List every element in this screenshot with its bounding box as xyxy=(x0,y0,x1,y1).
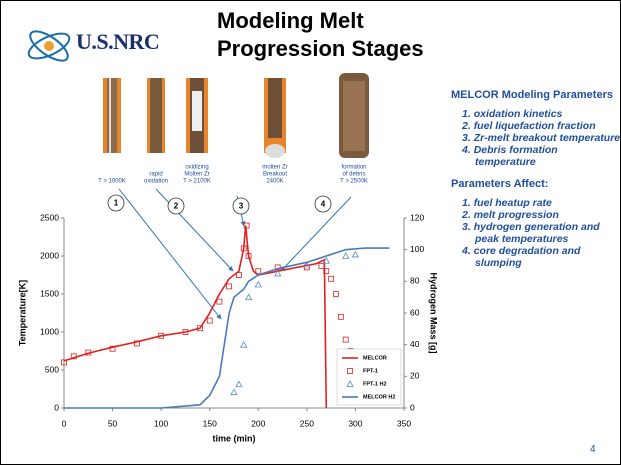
item-number: 2. xyxy=(462,120,471,132)
stage-number: 3 xyxy=(239,202,244,211)
stage-label: Molten Zr xyxy=(184,172,209,178)
data-point xyxy=(352,251,358,257)
y-tick-label: 500 xyxy=(45,364,59,374)
data-point xyxy=(343,337,348,342)
y2-tick-label: 20 xyxy=(410,371,420,381)
x-tick-label: 300 xyxy=(348,418,362,428)
stage-label: T > 1000K xyxy=(98,179,126,185)
slide-title: Modeling Melt Progression Stages xyxy=(217,7,447,63)
logo-emblem xyxy=(25,26,72,66)
stage-label: T > 2500K xyxy=(340,179,368,185)
list-item: 4. core degradation and slumping xyxy=(451,245,621,269)
data-point xyxy=(217,299,222,304)
item-number: 1. xyxy=(462,197,471,209)
y-tick-label: 1000 xyxy=(40,326,59,336)
item-text: fuel liquefaction fraction xyxy=(474,120,596,132)
y-tick-label: 1500 xyxy=(40,288,59,298)
x-tick-label: 200 xyxy=(251,418,265,428)
item-number: 1. xyxy=(462,108,471,120)
data-point xyxy=(207,318,212,323)
item-number: 4. xyxy=(462,144,471,156)
stage-label: of debris xyxy=(342,172,365,178)
stage-rods xyxy=(103,73,369,158)
stage-label: oxidation xyxy=(144,179,168,185)
legend: MELCOR FPT-1 FPT-1 H2 MELCOR H2 xyxy=(337,349,401,405)
legend-label: MELCOR H2 xyxy=(363,394,395,400)
parameters-panel: MELCOR Modeling Parameters 1. oxidation … xyxy=(451,89,621,269)
y2-tick-label: 0 xyxy=(410,402,415,412)
y2-tick-label: 100 xyxy=(410,244,424,254)
data-point xyxy=(338,314,343,319)
y-axis-title: Temperature[K] xyxy=(17,280,27,346)
stage-label: 2400K xyxy=(266,179,283,185)
legend-label: MELCOR xyxy=(363,355,387,361)
stage-label: Breakout xyxy=(263,172,287,178)
item-text: melt progression xyxy=(474,209,559,221)
series-line xyxy=(64,226,326,408)
list-item: 3. Zr-melt breakout temperature xyxy=(451,132,621,144)
y-tick-label: 2000 xyxy=(40,250,59,260)
x-tick-label: 250 xyxy=(300,418,314,428)
stage-number: 1 xyxy=(114,199,119,208)
x-axis-title: time (min) xyxy=(212,433,255,443)
y2-tick-label: 120 xyxy=(410,212,424,222)
y2-tick-label: 80 xyxy=(410,276,420,286)
legend-label: FPT-1 H2 xyxy=(363,381,387,387)
list-item: 4. Debris formation temperature xyxy=(451,144,621,168)
heading: Parameters Affect: xyxy=(451,178,621,191)
item-number: 4. xyxy=(462,245,471,257)
item-text: Debris formation temperature xyxy=(474,144,558,168)
list-item: 3. hydrogen generation and peak temperat… xyxy=(451,221,621,245)
data-point xyxy=(227,284,232,289)
data-point xyxy=(343,253,349,259)
data-point xyxy=(334,292,339,297)
item-number: 3. xyxy=(462,132,471,144)
legend-label: FPT-1 xyxy=(363,368,378,374)
stage-number: 2 xyxy=(174,202,179,211)
data-point xyxy=(236,381,242,387)
x-tick-label: 100 xyxy=(154,418,168,428)
page-number: 4 xyxy=(590,444,596,455)
stage-label: formation xyxy=(341,165,366,171)
y-tick-label: 2500 xyxy=(40,212,59,222)
data-point xyxy=(319,263,324,268)
x-tick-label: 0 xyxy=(62,418,67,428)
stage-label: oxidizing xyxy=(185,165,208,171)
data-point xyxy=(246,294,252,300)
list-item: 2. fuel liquefaction fraction xyxy=(451,120,621,132)
item-text: Zr-melt breakout temperature xyxy=(474,132,620,144)
stage-label: T > 2100K xyxy=(183,179,211,185)
item-text: oxidation kinetics xyxy=(474,108,563,120)
item-text: hydrogen generation and peak temperature… xyxy=(474,221,600,245)
item-number: 3. xyxy=(462,221,471,233)
item-number: 2. xyxy=(462,209,471,221)
data-point xyxy=(255,282,261,288)
x-tick-label: 50 xyxy=(108,418,118,428)
item-text: core degradation and slumping xyxy=(474,245,581,269)
stage-number: 4 xyxy=(321,200,326,209)
y2-tick-label: 40 xyxy=(410,339,420,349)
slide: T > 1000K rapidoxidation oxidizingMolten Z… xyxy=(0,0,621,465)
logo: U.S.NRC xyxy=(76,29,159,55)
data-point xyxy=(231,389,237,395)
stage-label: molten Zr xyxy=(262,165,287,171)
stage-label: rapid xyxy=(149,172,162,178)
list-item: 2. melt progression xyxy=(451,209,621,221)
y2-tick-label: 60 xyxy=(410,307,420,317)
list-item: 1. oxidation kinetics xyxy=(451,108,621,120)
data-point xyxy=(329,276,334,281)
y-tick-label: 0 xyxy=(54,402,59,412)
data-point xyxy=(241,342,247,348)
series-points xyxy=(62,223,354,365)
x-tick-label: 150 xyxy=(203,418,217,428)
heading: MELCOR Modeling Parameters xyxy=(451,89,621,102)
y2-axis-title: Hydrogen Mass [g] xyxy=(429,272,439,353)
list-item: 1. fuel heatup rate xyxy=(451,197,621,209)
x-tick-label: 350 xyxy=(397,418,411,428)
item-text: fuel heatup rate xyxy=(474,197,552,209)
